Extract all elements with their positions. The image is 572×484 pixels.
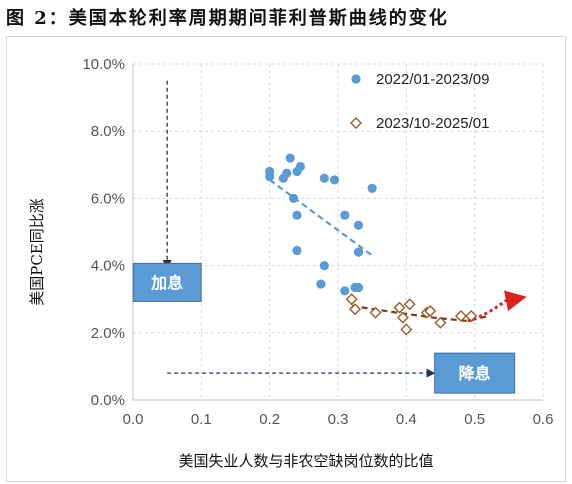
- data-point-series-1: [282, 168, 292, 178]
- data-point-series-2: [403, 298, 416, 311]
- hike-box: [132, 262, 202, 302]
- trendline-1: [269, 179, 373, 257]
- y-tick-label: 0.0%: [91, 392, 125, 409]
- trend-layer: [269, 179, 527, 323]
- data-point-series-1: [265, 171, 275, 182]
- axis-layer: 0.0 0.1 0.2 0.3 0.4 0.5 0.6 0.0% 2.0% 4.0% 6.0% 8.0…: [82, 56, 553, 428]
- x-tick-label: 0.0: [123, 411, 144, 428]
- figure-title: 图 2：美国本轮利率周期期间菲利普斯曲线的变化: [6, 8, 449, 29]
- data-point-series-1: [319, 261, 329, 271]
- chart-frame: [6, 36, 566, 482]
- x-tick-label: 0.1: [191, 411, 212, 428]
- cut-label: 降息: [459, 364, 491, 383]
- data-point-series-1: [316, 279, 326, 289]
- x-tick-label: 0.4: [396, 411, 417, 428]
- data-point-series-1: [295, 161, 306, 172]
- data-point-series-1: [353, 247, 364, 257]
- legend-label-series-1: 2022/01-2023/09: [376, 71, 489, 88]
- x-tick-label: 0.6: [533, 411, 554, 428]
- data-point-series-1: [353, 282, 364, 293]
- data-point-series-2: [400, 323, 413, 336]
- data-point-series-2: [465, 310, 478, 322]
- x-tick-label: 0.5: [464, 411, 485, 428]
- data-point-series-2: [396, 311, 409, 324]
- y-tick-label: 2.0%: [91, 325, 125, 342]
- data-point-series-1: [292, 210, 302, 220]
- y-tick-label: 8.0%: [91, 123, 125, 140]
- x-tick-label: 0.3: [328, 411, 349, 428]
- grid-layer: [133, 63, 544, 400]
- data-point-series-1: [367, 183, 377, 193]
- y-tick-label: 4.0%: [91, 258, 125, 275]
- data-point-series-2: [349, 303, 362, 316]
- hike-label: 加息: [150, 273, 183, 292]
- y-axis-title: 美国PCE同比涨: [28, 198, 46, 306]
- legend-label-series-2: 2023/10-2025/01: [376, 115, 489, 132]
- red-trend-arrow: [467, 290, 527, 323]
- legend: 2022/01-2023/09 2023/10-2025/01: [350, 71, 489, 132]
- y-tick-label: 6.0%: [91, 190, 125, 207]
- data-point-series-1: [329, 175, 340, 185]
- y-tick-label: 10.0%: [82, 56, 125, 73]
- data-point-series-1: [353, 220, 364, 230]
- data-point-series-1: [340, 210, 350, 220]
- x-tick-label: 0.2: [259, 411, 280, 428]
- legend-marker-series-2: [350, 117, 362, 129]
- x-axis-title: 美国失业人数与非农空缺岗位数的比值: [178, 452, 433, 470]
- data-point-series-2: [455, 310, 467, 322]
- cut-box: [434, 352, 516, 394]
- legend-marker-series-1: [351, 74, 361, 84]
- point-layer: [265, 153, 478, 336]
- data-point-series-1: [319, 173, 329, 183]
- data-point-series-1: [285, 153, 295, 163]
- data-point-series-2: [424, 304, 437, 317]
- data-point-series-2: [345, 293, 358, 306]
- data-point-series-1: [292, 245, 302, 256]
- data-point-series-1: [340, 286, 350, 296]
- data-point-series-1: [288, 193, 299, 203]
- data-point-series-2: [393, 301, 406, 314]
- data-point-series-2: [434, 316, 447, 329]
- data-point-series-2: [369, 306, 382, 319]
